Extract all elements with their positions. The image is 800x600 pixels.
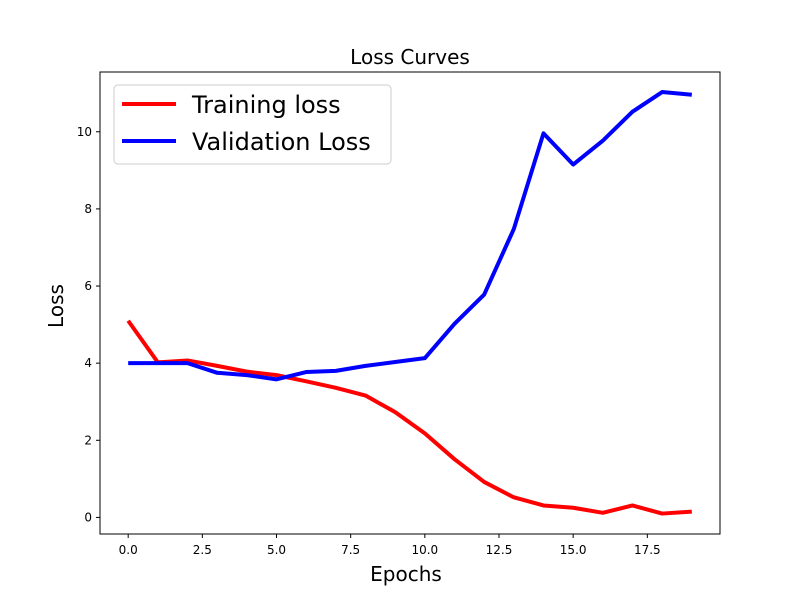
plot-area — [99, 71, 721, 535]
y-tick-label: 2 — [84, 433, 92, 447]
y-axis: 0 2 4 6 8 10 — [77, 125, 100, 524]
legend-box — [113, 84, 392, 165]
legend-label-training-loss: Training loss — [191, 91, 341, 119]
y-tick-label: 6 — [84, 279, 92, 293]
y-tick-label: 8 — [84, 202, 92, 216]
y-tick-label: 10 — [77, 125, 92, 139]
x-tick-label: 15.0 — [560, 543, 587, 557]
x-tick-label: 5.0 — [267, 543, 286, 557]
series-line-validation-loss — [128, 90, 693, 382]
x-tick-label: 12.5 — [486, 543, 513, 557]
x-axis-label: Epochs — [370, 562, 442, 586]
chart-title: Loss Curves — [350, 45, 470, 69]
x-tick-label: 7.5 — [341, 543, 360, 557]
plot-frame — [99, 71, 721, 535]
x-tick-label: 0.0 — [119, 543, 138, 557]
x-axis: 0.0 2.5 5.0 7.5 10.0 12.5 15.0 17.5 — [119, 534, 661, 557]
series-layer — [126, 90, 693, 516]
legend: Training loss Validation Loss — [113, 84, 392, 165]
x-tick-label: 10.0 — [411, 543, 438, 557]
y-axis-label: Loss — [44, 284, 68, 328]
y-tick-label: 0 — [84, 510, 92, 524]
series-line-training-loss — [126, 319, 692, 516]
y-tick-label: 4 — [84, 356, 92, 370]
x-tick-label: 2.5 — [193, 543, 212, 557]
x-tick-label: 17.5 — [634, 543, 661, 557]
legend-label-validation-loss: Validation Loss — [192, 128, 371, 156]
